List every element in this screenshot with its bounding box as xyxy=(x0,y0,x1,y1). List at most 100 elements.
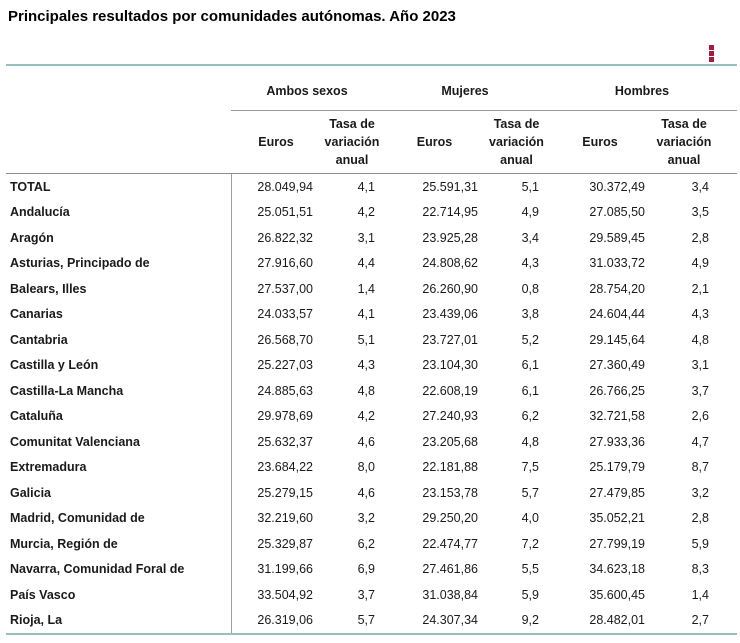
corner-cell xyxy=(6,111,231,174)
cell-value: 8,7 xyxy=(691,460,709,475)
cell-value: 26.568,70 xyxy=(230,327,321,353)
row-label: Aragón xyxy=(10,230,54,245)
cell-value: 25.632,37 xyxy=(230,429,321,455)
row-label: Rioja, La xyxy=(10,613,63,628)
cell-value: 23.727,01 xyxy=(422,332,478,347)
table-row: Murcia, Región de 25.329,87 6,2 22.474,77 7,… xyxy=(6,531,737,557)
cell-value: 27.916,60 xyxy=(230,250,321,276)
cell-value: 5,2 xyxy=(521,332,539,347)
row-label: Galicia xyxy=(10,485,51,500)
cell-value: 4,4 xyxy=(357,256,375,271)
cell-value: 27.461,86 xyxy=(422,562,478,577)
table-row: Cataluña 29.978,69 4,2 27.240,93 6,2 32.721,5… xyxy=(6,403,737,429)
cell-value: 35.052,21 xyxy=(589,511,645,526)
table-row: Aragón 26.822,32 3,1 23.925,28 3,4 29.589,45 2… xyxy=(6,225,737,251)
cell-value: 27.479,85 xyxy=(589,485,645,500)
cell-value: 26.822,32 xyxy=(230,225,321,251)
cell-value: 2,6 xyxy=(691,409,709,424)
row-label: Castilla y León xyxy=(10,358,99,373)
cell-value: 4,1 xyxy=(357,307,375,322)
cell-value: 4,9 xyxy=(521,205,539,220)
table-row: Castilla-La Mancha 24.885,63 4,8 22.608,19 6… xyxy=(6,378,737,404)
page-title: Principales resultados por comunidades a… xyxy=(8,8,456,25)
cell-value: 4,8 xyxy=(357,383,375,398)
table-body: TOTAL 28.049,94 4,1 25.591,31 5,1 30.372,49 3,… xyxy=(6,173,737,634)
cell-value: 2,7 xyxy=(691,613,709,628)
cell-value: 25.179,79 xyxy=(589,460,645,475)
group-header-mujeres: Mujeres xyxy=(383,65,547,111)
column-header-tasa: Tasa de variación anual xyxy=(656,117,712,167)
cell-value: 3,2 xyxy=(691,485,709,500)
cell-value: 4,6 xyxy=(357,485,375,500)
row-label: Andalucía xyxy=(10,205,70,220)
cell-value: 7,2 xyxy=(521,536,539,551)
cell-value: 25.051,51 xyxy=(230,199,321,225)
cell-value: 26.766,25 xyxy=(589,383,645,398)
cell-value: 25.329,87 xyxy=(230,531,321,557)
cell-value: 25.591,31 xyxy=(422,179,478,194)
row-label: TOTAL xyxy=(10,179,51,194)
cell-value: 4,9 xyxy=(691,256,709,271)
cell-value: 22.181,88 xyxy=(422,460,478,475)
cell-value: 4,3 xyxy=(357,358,375,373)
row-label: Castilla-La Mancha xyxy=(10,383,124,398)
column-header-euros: Euros xyxy=(258,135,294,149)
cell-value: 30.372,49 xyxy=(589,179,645,194)
cell-value: 5,1 xyxy=(357,332,375,347)
cell-value: 3,7 xyxy=(357,587,375,602)
table-row: Madrid, Comunidad de 32.219,60 3,2 29.250,2… xyxy=(6,505,737,531)
cell-value: 29.145,64 xyxy=(589,332,645,347)
cell-value: 27.085,50 xyxy=(589,205,645,220)
cell-value: 25.279,15 xyxy=(230,480,321,506)
cell-value: 35.600,45 xyxy=(589,587,645,602)
cell-value: 3,7 xyxy=(691,383,709,398)
table-row: Castilla y León 25.227,03 4,3 23.104,30 6,1 2… xyxy=(6,352,737,378)
results-table: Ambos sexos Mujeres Hombres Euros Tasa d… xyxy=(6,64,737,635)
cell-value: 32.219,60 xyxy=(230,505,321,531)
header-divider xyxy=(6,173,737,174)
row-label: Asturias, Principado de xyxy=(10,256,150,271)
row-label: Cataluña xyxy=(10,409,63,424)
cell-value: 4,7 xyxy=(691,434,709,449)
cell-value: 23.104,30 xyxy=(422,358,478,373)
cell-value: 1,4 xyxy=(357,281,375,296)
group-header-ambos-sexos: Ambos sexos xyxy=(231,65,383,111)
row-label: Comunitat Valenciana xyxy=(10,434,140,449)
column-header-euros: Euros xyxy=(416,135,453,149)
cell-value: 4,0 xyxy=(521,511,539,526)
cell-value: 8,0 xyxy=(357,460,375,475)
row-label: Navarra, Comunidad Foral de xyxy=(10,562,185,577)
table-row: Extremadura 23.684,22 8,0 22.181,88 7,5 25.17… xyxy=(6,454,737,480)
cell-value: 0,8 xyxy=(521,281,539,296)
options-menu-button[interactable] xyxy=(704,45,718,65)
cell-value: 34.623,18 xyxy=(589,562,645,577)
row-label: Madrid, Comunidad de xyxy=(10,511,145,526)
cell-value: 24.808,62 xyxy=(422,256,478,271)
cell-value: 24.604,44 xyxy=(589,307,645,322)
cell-value: 6,2 xyxy=(357,536,375,551)
cell-value: 4,2 xyxy=(357,205,375,220)
cell-value: 27.933,36 xyxy=(589,434,645,449)
cell-value: 31.199,66 xyxy=(230,556,321,582)
row-label: Canarias xyxy=(10,307,63,322)
column-header-euros: Euros xyxy=(582,135,618,149)
cell-value: 27.360,49 xyxy=(589,358,645,373)
cell-value: 1,4 xyxy=(691,587,709,602)
cell-value: 5,7 xyxy=(521,485,539,500)
cell-value: 9,2 xyxy=(521,613,539,628)
cell-value: 4,8 xyxy=(521,434,539,449)
table-row: Navarra, Comunidad Foral de 31.199,66 6,9 2… xyxy=(6,556,737,582)
cell-value: 27.240,93 xyxy=(422,409,478,424)
cell-value: 33.504,92 xyxy=(230,582,321,608)
column-header-tasa: Tasa de variación anual xyxy=(324,117,380,167)
cell-value: 6,2 xyxy=(521,409,539,424)
row-label: País Vasco xyxy=(10,587,76,602)
cell-value: 4,3 xyxy=(521,256,539,271)
table-row: Canarias 24.033,57 4,1 23.439,06 3,8 24.604,4… xyxy=(6,301,737,327)
cell-value: 4,3 xyxy=(691,307,709,322)
cell-value: 27.537,00 xyxy=(230,276,321,302)
cell-value: 31.033,72 xyxy=(589,256,645,271)
cell-value: 28.482,01 xyxy=(589,613,645,628)
cell-value: 2,8 xyxy=(691,230,709,245)
